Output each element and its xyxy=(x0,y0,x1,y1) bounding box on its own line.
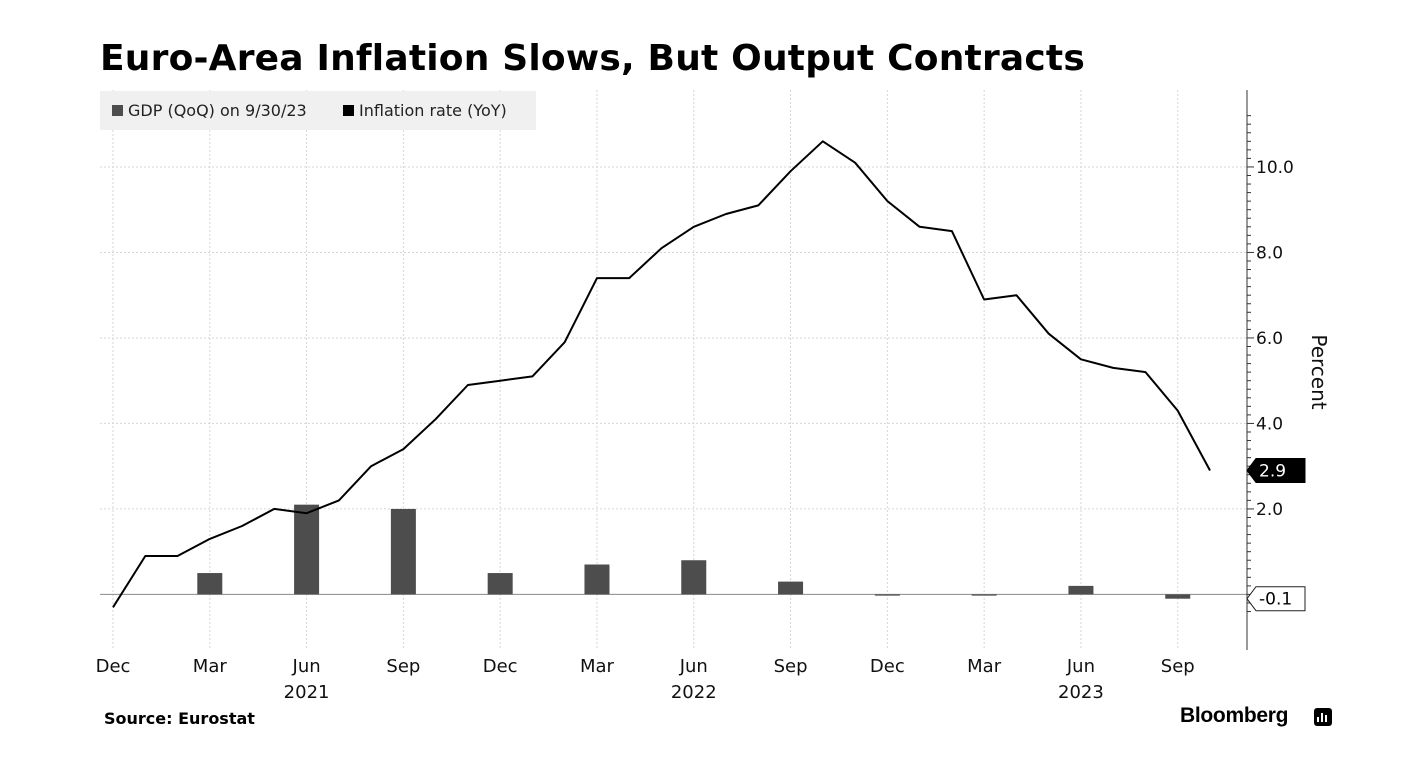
x-tick-label: Sep xyxy=(1161,656,1195,677)
gdp-bar xyxy=(971,594,997,596)
chart-title: Euro-Area Inflation Slows, But Output Co… xyxy=(100,38,1085,79)
inflation-tag xyxy=(1246,457,1306,483)
y-tick-label: 6.0 xyxy=(1256,329,1283,349)
brand-logo-text: Bloomberg xyxy=(1180,704,1289,727)
x-year-label: 2022 xyxy=(671,682,717,703)
x-year-label: 2023 xyxy=(1058,682,1104,703)
gdp-bar xyxy=(1068,585,1094,595)
legend-swatch xyxy=(112,105,123,116)
gdp-tag xyxy=(1246,586,1306,612)
gdp-bar xyxy=(487,573,513,595)
x-tick-label: Mar xyxy=(580,656,615,677)
x-tick-label: Jun xyxy=(292,656,321,677)
legend: GDP (QoQ) on 9/30/23 Inflation rate (YoY) xyxy=(100,91,536,130)
grid-lines xyxy=(100,90,1247,650)
x-tick-label: Dec xyxy=(483,656,518,677)
legend-swatch xyxy=(343,105,354,116)
x-tick-label: Sep xyxy=(774,656,808,677)
inflation-line xyxy=(112,140,1211,608)
source-note: Source: Eurostat xyxy=(104,709,255,728)
x-tick-label: Dec xyxy=(96,656,131,677)
x-tick-label: Sep xyxy=(386,656,420,677)
gdp-bar xyxy=(197,573,223,595)
x-tick-label: Dec xyxy=(870,656,905,677)
gdp-bar xyxy=(1165,594,1191,599)
y-axis: 2.0 4.0 6.0 8.0 10.0 xyxy=(1246,90,1294,650)
gdp-bar xyxy=(778,581,804,595)
x-year-label: 2021 xyxy=(284,682,330,703)
inflation-tag-label: 2.9 xyxy=(1259,461,1286,481)
y-tick-label: 4.0 xyxy=(1256,414,1283,434)
gdp-bars xyxy=(197,504,1191,599)
y-tick-label: 2.0 xyxy=(1256,500,1283,520)
legend-label: GDP (QoQ) on 9/30/23 xyxy=(128,101,307,120)
y-tick-label: 8.0 xyxy=(1256,243,1283,263)
legend-label: Inflation rate (YoY) xyxy=(359,101,507,120)
x-tick-label: Jun xyxy=(679,656,708,677)
legend-background xyxy=(100,91,536,130)
gdp-tag-label: -0.1 xyxy=(1259,590,1292,610)
y-axis-label: Percent xyxy=(1307,334,1331,409)
gdp-bar xyxy=(874,594,900,596)
gdp-bar xyxy=(584,564,610,595)
bloomberg-terminal-icon xyxy=(1314,708,1332,726)
x-tick-label: Mar xyxy=(193,656,228,677)
x-tick-label: Jun xyxy=(1066,656,1095,677)
gdp-bar xyxy=(390,508,416,595)
gdp-bar xyxy=(681,560,707,595)
gdp-bar xyxy=(294,504,320,595)
last-value-tags: 2.9 -0.1 xyxy=(1246,457,1306,612)
inflation-line-path xyxy=(112,140,1211,608)
x-axis: Dec Mar Jun 2021 Sep Dec Mar Jun 2022 Sep Dec Mar Ju… xyxy=(96,656,1195,703)
x-tick-label: Mar xyxy=(967,656,1002,677)
y-tick-label: 10.0 xyxy=(1256,158,1294,178)
